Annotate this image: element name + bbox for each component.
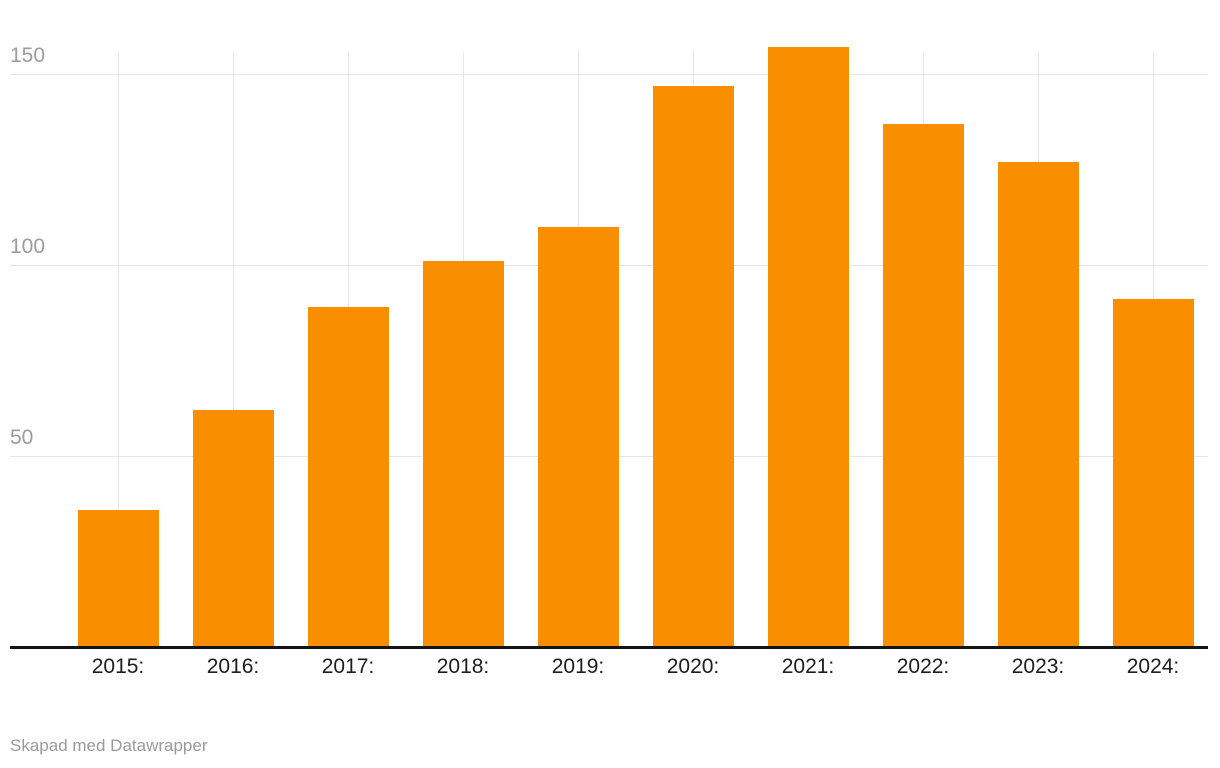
- bar-2020: [652, 85, 734, 647]
- x-axis-tick-label-2016: 2016:: [206, 655, 260, 678]
- x-axis-baseline: [10, 646, 1208, 649]
- attribution-text: Skapad med Datawrapper: [10, 736, 208, 755]
- x-axis-tick-label-2021: 2021:: [781, 655, 835, 678]
- bar-2017: [307, 307, 389, 647]
- x-axis-tick-label-2020: 2020:: [666, 655, 720, 678]
- x-axis-tick-label-2024: 2024:: [1126, 655, 1180, 678]
- y-gridline-150: [10, 74, 1208, 76]
- bar-2021: [767, 47, 849, 647]
- y-axis-tick-label-50: 50: [10, 426, 34, 450]
- bar-2024: [1112, 299, 1194, 647]
- x-gridline-2016: [233, 52, 234, 647]
- bar-2022: [882, 123, 964, 647]
- bar-2023: [997, 162, 1079, 647]
- bar-2018: [422, 261, 504, 647]
- x-axis-tick-label-2023: 2023:: [1011, 655, 1065, 678]
- bar-2016: [192, 410, 274, 647]
- x-axis-tick-label-2015: 2015:: [91, 655, 145, 678]
- x-axis-tick-label-2022: 2022:: [896, 655, 950, 678]
- x-axis-tick-label-2018: 2018:: [436, 655, 490, 678]
- x-axis-tick-label-2017: 2017:: [321, 655, 375, 678]
- x-axis-tick-label-2019: 2019:: [551, 655, 605, 678]
- x-gridline-2015: [118, 52, 119, 647]
- y-axis-tick-label-100: 100: [10, 235, 46, 259]
- bar-2015: [77, 509, 159, 647]
- y-axis-tick-label-150: 150: [10, 44, 46, 68]
- bar-2019: [537, 226, 619, 647]
